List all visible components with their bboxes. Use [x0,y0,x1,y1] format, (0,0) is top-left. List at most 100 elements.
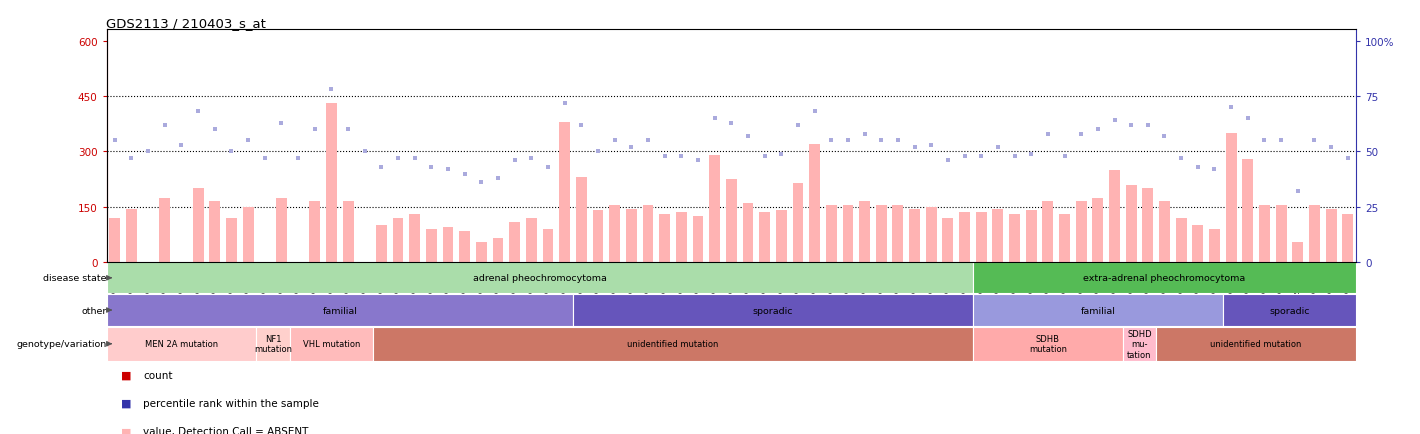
Bar [106,295,574,326]
Point [270,120,293,127]
Point [1086,126,1109,133]
Text: familial: familial [1081,306,1115,315]
Bar [842,205,853,263]
Text: value, Detection Call = ABSENT: value, Detection Call = ABSENT [143,426,308,434]
Point [1103,118,1126,125]
Bar [1275,205,1287,263]
Point [970,153,993,160]
Point [737,133,760,140]
Bar [876,205,886,263]
Text: unidentified mutation: unidentified mutation [628,339,719,349]
Point [753,153,775,160]
Point [437,166,460,173]
Point [1220,104,1242,111]
Bar [226,218,237,263]
Point [170,142,193,149]
Bar [109,218,121,263]
Bar [542,230,554,263]
Bar [693,217,703,263]
Bar [1326,209,1336,263]
Bar [342,202,354,263]
Point [1153,133,1176,140]
Point [1304,138,1326,145]
Point [787,122,809,129]
Point [586,148,609,155]
Point [121,155,143,162]
Point [354,148,376,155]
Bar [106,327,257,361]
Bar [1260,205,1269,263]
Point [819,138,842,145]
Text: ■: ■ [121,370,131,380]
Point [1037,131,1059,138]
Text: unidentified mutation: unidentified mutation [1210,339,1302,349]
Text: sporadic: sporadic [753,306,794,315]
Text: extra-adrenal pheochromocytoma: extra-adrenal pheochromocytoma [1083,274,1245,283]
Bar [106,263,973,294]
Point [953,153,976,160]
Bar [476,242,487,263]
Bar [1059,215,1069,263]
Point [453,171,476,178]
Point [420,164,443,171]
Text: SDHB
mutation: SDHB mutation [1030,334,1066,354]
Point [136,148,159,155]
Bar [1159,202,1170,263]
Point [104,138,126,145]
Bar [559,122,569,263]
Bar [973,263,1356,294]
Bar [959,213,970,263]
Point [503,158,525,164]
Point [720,120,743,127]
Bar [1242,159,1254,263]
Point [1187,164,1210,171]
Point [153,122,176,129]
Bar [659,215,670,263]
Bar [809,145,819,263]
Point [537,164,559,171]
Point [1252,138,1275,145]
Bar [775,211,787,263]
Text: disease state: disease state [43,274,106,283]
Bar [943,218,953,263]
Bar [709,156,720,263]
Bar [1292,242,1304,263]
Point [187,109,210,116]
Bar [525,218,537,263]
Point [687,158,710,164]
Point [237,138,260,145]
Bar [275,198,287,263]
Point [770,151,792,158]
Bar [643,205,653,263]
Point [870,138,893,145]
Point [987,144,1010,151]
Point [636,138,659,145]
Bar [1208,230,1220,263]
Text: count: count [143,370,173,380]
Bar [1225,134,1237,263]
Bar [676,213,687,263]
Bar [973,295,1223,326]
Bar [1342,215,1353,263]
Point [1120,122,1143,129]
Point [1336,155,1359,162]
Bar [290,327,373,361]
Bar [1123,327,1156,361]
Bar [126,209,136,263]
Text: familial: familial [322,306,358,315]
Bar [409,215,420,263]
Point [253,155,275,162]
Point [403,155,426,162]
Bar [826,205,836,263]
Point [569,122,592,129]
Bar [1042,202,1054,263]
Point [703,115,726,122]
Bar [373,327,973,361]
Bar [1223,295,1356,326]
Bar [926,207,937,263]
Point [1269,138,1292,145]
Text: GDS2113 / 210403_s_at: GDS2113 / 210403_s_at [106,17,267,30]
Point [320,87,342,94]
Point [337,126,359,133]
Text: sporadic: sporadic [1269,306,1309,315]
